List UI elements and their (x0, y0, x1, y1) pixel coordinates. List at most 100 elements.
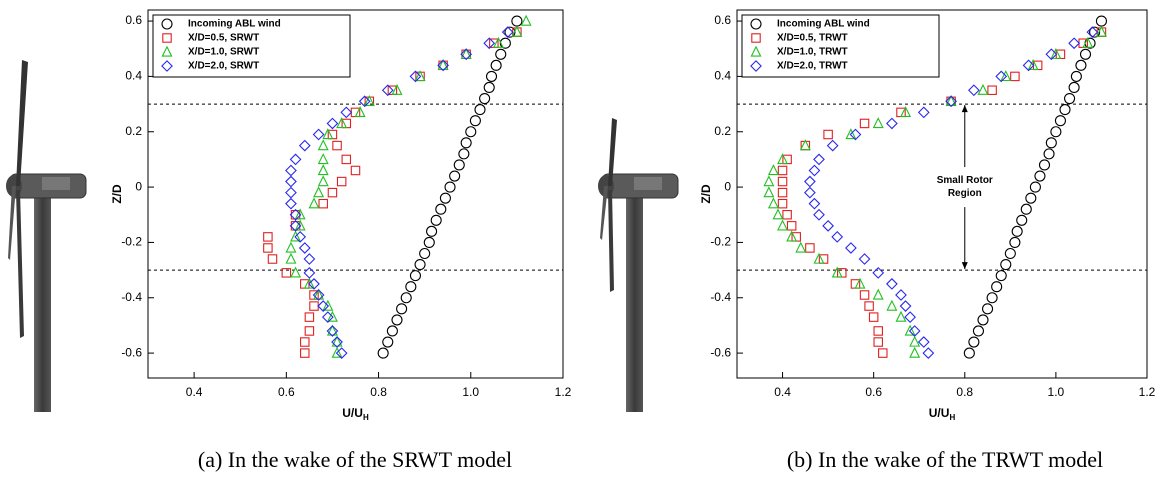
data-point (304, 326, 315, 336)
data-point (520, 14, 532, 26)
data-point (1095, 25, 1107, 37)
data-point (483, 81, 495, 94)
data-point (382, 336, 394, 348)
data-point (1022, 59, 1035, 72)
data-point (995, 70, 1008, 83)
data-point (300, 348, 310, 358)
data-point (868, 312, 879, 322)
data-point (303, 277, 315, 289)
data-point (987, 85, 997, 95)
data-point (968, 84, 980, 97)
data-point (354, 106, 366, 118)
data-point (409, 270, 421, 282)
legend-marker (161, 18, 173, 30)
data-point (322, 299, 334, 311)
legend-label: X/D=0.5, TRWT (777, 33, 848, 44)
data-point (495, 48, 507, 60)
data-point (1010, 71, 1020, 82)
annotation: Region (948, 188, 982, 199)
x-tick-label: 0.4 (774, 385, 791, 399)
data-point (886, 299, 898, 311)
data-point (909, 335, 921, 347)
data-point (1064, 92, 1076, 105)
data-point (326, 310, 338, 322)
data-point (317, 139, 329, 151)
data-point (1020, 203, 1032, 215)
data-point (474, 104, 486, 116)
data-point (322, 128, 334, 140)
data-point (1068, 37, 1080, 50)
data-point (263, 243, 273, 253)
data-point (331, 336, 343, 348)
legend-marker (751, 33, 761, 43)
data-point (1004, 247, 1016, 260)
data-point (391, 83, 403, 95)
data-point (845, 242, 857, 254)
data-point (777, 219, 789, 231)
data-point (1029, 181, 1041, 193)
data-point (332, 140, 342, 151)
data-point (872, 288, 884, 300)
data-point (304, 312, 315, 322)
data-point (804, 175, 816, 188)
data-point (423, 236, 435, 248)
data-point (991, 281, 1003, 293)
data-point (763, 175, 775, 187)
data-point (377, 347, 389, 359)
data-point (1009, 236, 1021, 248)
data-point (963, 347, 975, 359)
data-point (317, 164, 329, 176)
data-point (808, 197, 821, 210)
x-tick-label: 1.0 (1048, 385, 1065, 399)
data-point (982, 303, 994, 315)
y-tick-label: 0.2 (714, 124, 731, 138)
data-point (460, 47, 472, 59)
data-point (285, 164, 297, 177)
data-point (426, 225, 438, 237)
data-point (968, 336, 980, 348)
data-point (1045, 48, 1058, 61)
data-point (312, 128, 325, 141)
data-point (767, 197, 779, 209)
arrow-head (961, 105, 968, 113)
data-point (437, 59, 449, 70)
data-point (453, 159, 465, 171)
data-point (859, 118, 870, 129)
data-point (1054, 115, 1066, 127)
data-point (326, 117, 339, 130)
data-point (465, 126, 477, 138)
data-point (995, 270, 1007, 282)
data-point (808, 164, 821, 177)
data-point (1075, 59, 1087, 71)
data-point (341, 154, 352, 165)
data-point (458, 148, 470, 160)
x-tick-label: 0.6 (278, 385, 295, 399)
y-tick-label: -0.4 (121, 290, 142, 304)
x-tick-label: 1.0 (462, 385, 479, 399)
data-point (813, 153, 825, 166)
data-point (289, 219, 302, 232)
data-point (977, 314, 989, 326)
data-point (777, 176, 788, 187)
data-point (386, 325, 398, 337)
legend-label: X/D=2.0, TRWT (777, 61, 848, 72)
data-point (826, 139, 839, 152)
data-point (298, 242, 311, 254)
data-point (294, 231, 307, 243)
data-point (1043, 148, 1055, 160)
data-point (878, 348, 888, 358)
data-point (909, 346, 921, 358)
data-point (414, 259, 426, 271)
data-point (895, 310, 907, 322)
data-point (772, 208, 784, 220)
data-point (449, 170, 461, 182)
y-tick-label: 0.6 (125, 13, 142, 27)
data-point (313, 288, 325, 300)
data-point (298, 139, 311, 152)
data-point (777, 165, 788, 176)
y-tick-label: 0.4 (714, 69, 731, 83)
x-axis-label-sub: H (363, 413, 369, 422)
annotation: Small Rotor (937, 175, 993, 186)
legend-label: X/D=1.0, TRWT (777, 47, 848, 58)
